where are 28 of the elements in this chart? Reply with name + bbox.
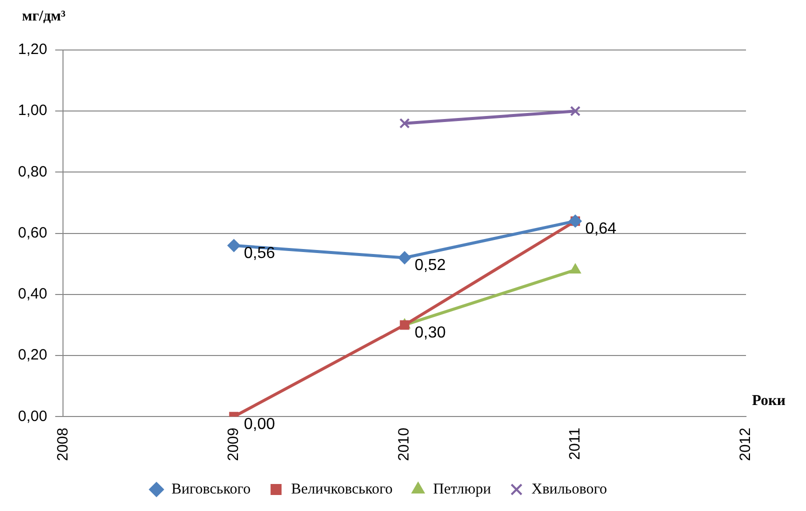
data-label: 0,00: [244, 416, 276, 434]
legend-label: Петлюри: [433, 481, 492, 498]
legend-label: Величковського: [291, 481, 393, 498]
legend-label: Виговського: [171, 481, 251, 498]
y-tick-label: 0,40: [18, 286, 48, 303]
data-label: 0,30: [414, 324, 446, 342]
point: [570, 106, 581, 116]
point: [399, 118, 410, 129]
data-label: 0,56: [244, 244, 276, 262]
point: [400, 320, 410, 330]
y-tick-label: 0,60: [18, 224, 48, 242]
point: [398, 251, 412, 264]
y-tick-label: 1,00: [18, 102, 48, 120]
y-tick-label: 0,80: [18, 163, 48, 180]
x-tick-label: 2011: [566, 428, 584, 460]
y-tick-label: 1,20: [18, 41, 48, 58]
data-label: 0,64: [585, 220, 617, 238]
x-tick-label: 2008: [54, 428, 72, 462]
legend-label: Хвильового: [532, 481, 608, 498]
x-axis-title: Роки: [752, 393, 786, 410]
y-tick-label: 0,20: [18, 346, 48, 364]
y-tick-label: 0,00: [18, 408, 48, 425]
x-tick-label: 2010: [396, 428, 413, 462]
x-tick-label: 2009: [225, 428, 242, 462]
point: [227, 239, 240, 252]
x-tick-label: 2012: [737, 428, 754, 462]
y-axis-title: мг/дм³: [22, 8, 66, 24]
data-label: 0,52: [414, 257, 446, 274]
